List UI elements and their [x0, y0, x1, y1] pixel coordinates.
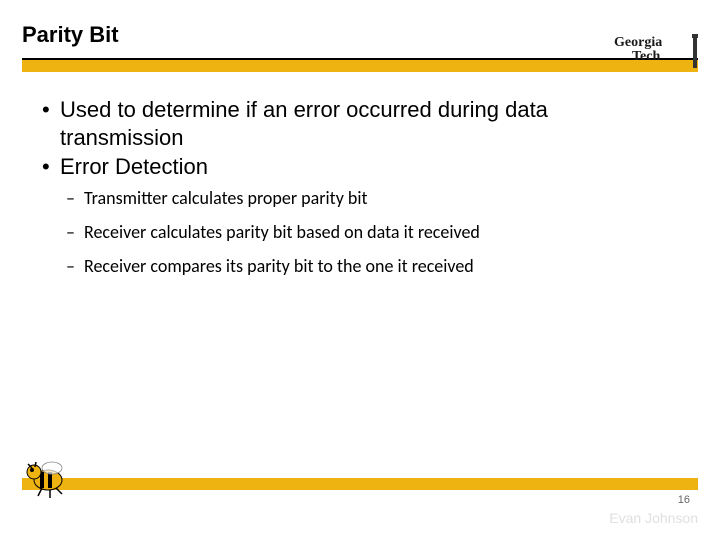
- header: Parity Bit: [22, 22, 698, 60]
- bullet-dot-icon: •: [42, 96, 60, 124]
- bullet-text: Used to determine if an error occurred d…: [60, 96, 660, 151]
- subbullet-text: Transmitter calculates proper parity bit: [84, 187, 660, 209]
- logo-line2: Tech: [632, 50, 660, 64]
- bullet-level2: – Transmitter calculates proper parity b…: [66, 187, 660, 209]
- bullet-dash-icon: –: [66, 221, 84, 243]
- author-name: Evan Johnson: [609, 510, 698, 526]
- slide-title: Parity Bit: [22, 22, 698, 60]
- page-number: 16: [678, 494, 690, 506]
- bullet-level2: – Receiver compares its parity bit to th…: [66, 255, 660, 277]
- bullet-dash-icon: –: [66, 255, 84, 277]
- georgia-tech-logo: Georgia Tech: [614, 36, 692, 72]
- bullet-level2: – Receiver calculates parity bit based o…: [66, 221, 660, 243]
- bullet-level1: • Used to determine if an error occurred…: [42, 96, 660, 151]
- logo-line1: Georgia: [614, 36, 662, 50]
- subbullet-text: Receiver calculates parity bit based on …: [84, 221, 660, 243]
- footer-gold-bar: [22, 478, 698, 490]
- bullet-level1: • Error Detection: [42, 153, 660, 181]
- content-area: • Used to determine if an error occurred…: [42, 96, 660, 289]
- bullet-dot-icon: •: [42, 153, 60, 181]
- bullet-dash-icon: –: [66, 187, 84, 209]
- slide: Parity Bit Georgia Tech • Used to determ…: [0, 0, 720, 540]
- buzz-mascot-icon: [18, 450, 72, 504]
- subbullet-text: Receiver compares its parity bit to the …: [84, 255, 660, 277]
- bullet-text: Error Detection: [60, 153, 660, 181]
- tech-tower-icon: [692, 34, 698, 68]
- title-underline-bar: [22, 60, 698, 72]
